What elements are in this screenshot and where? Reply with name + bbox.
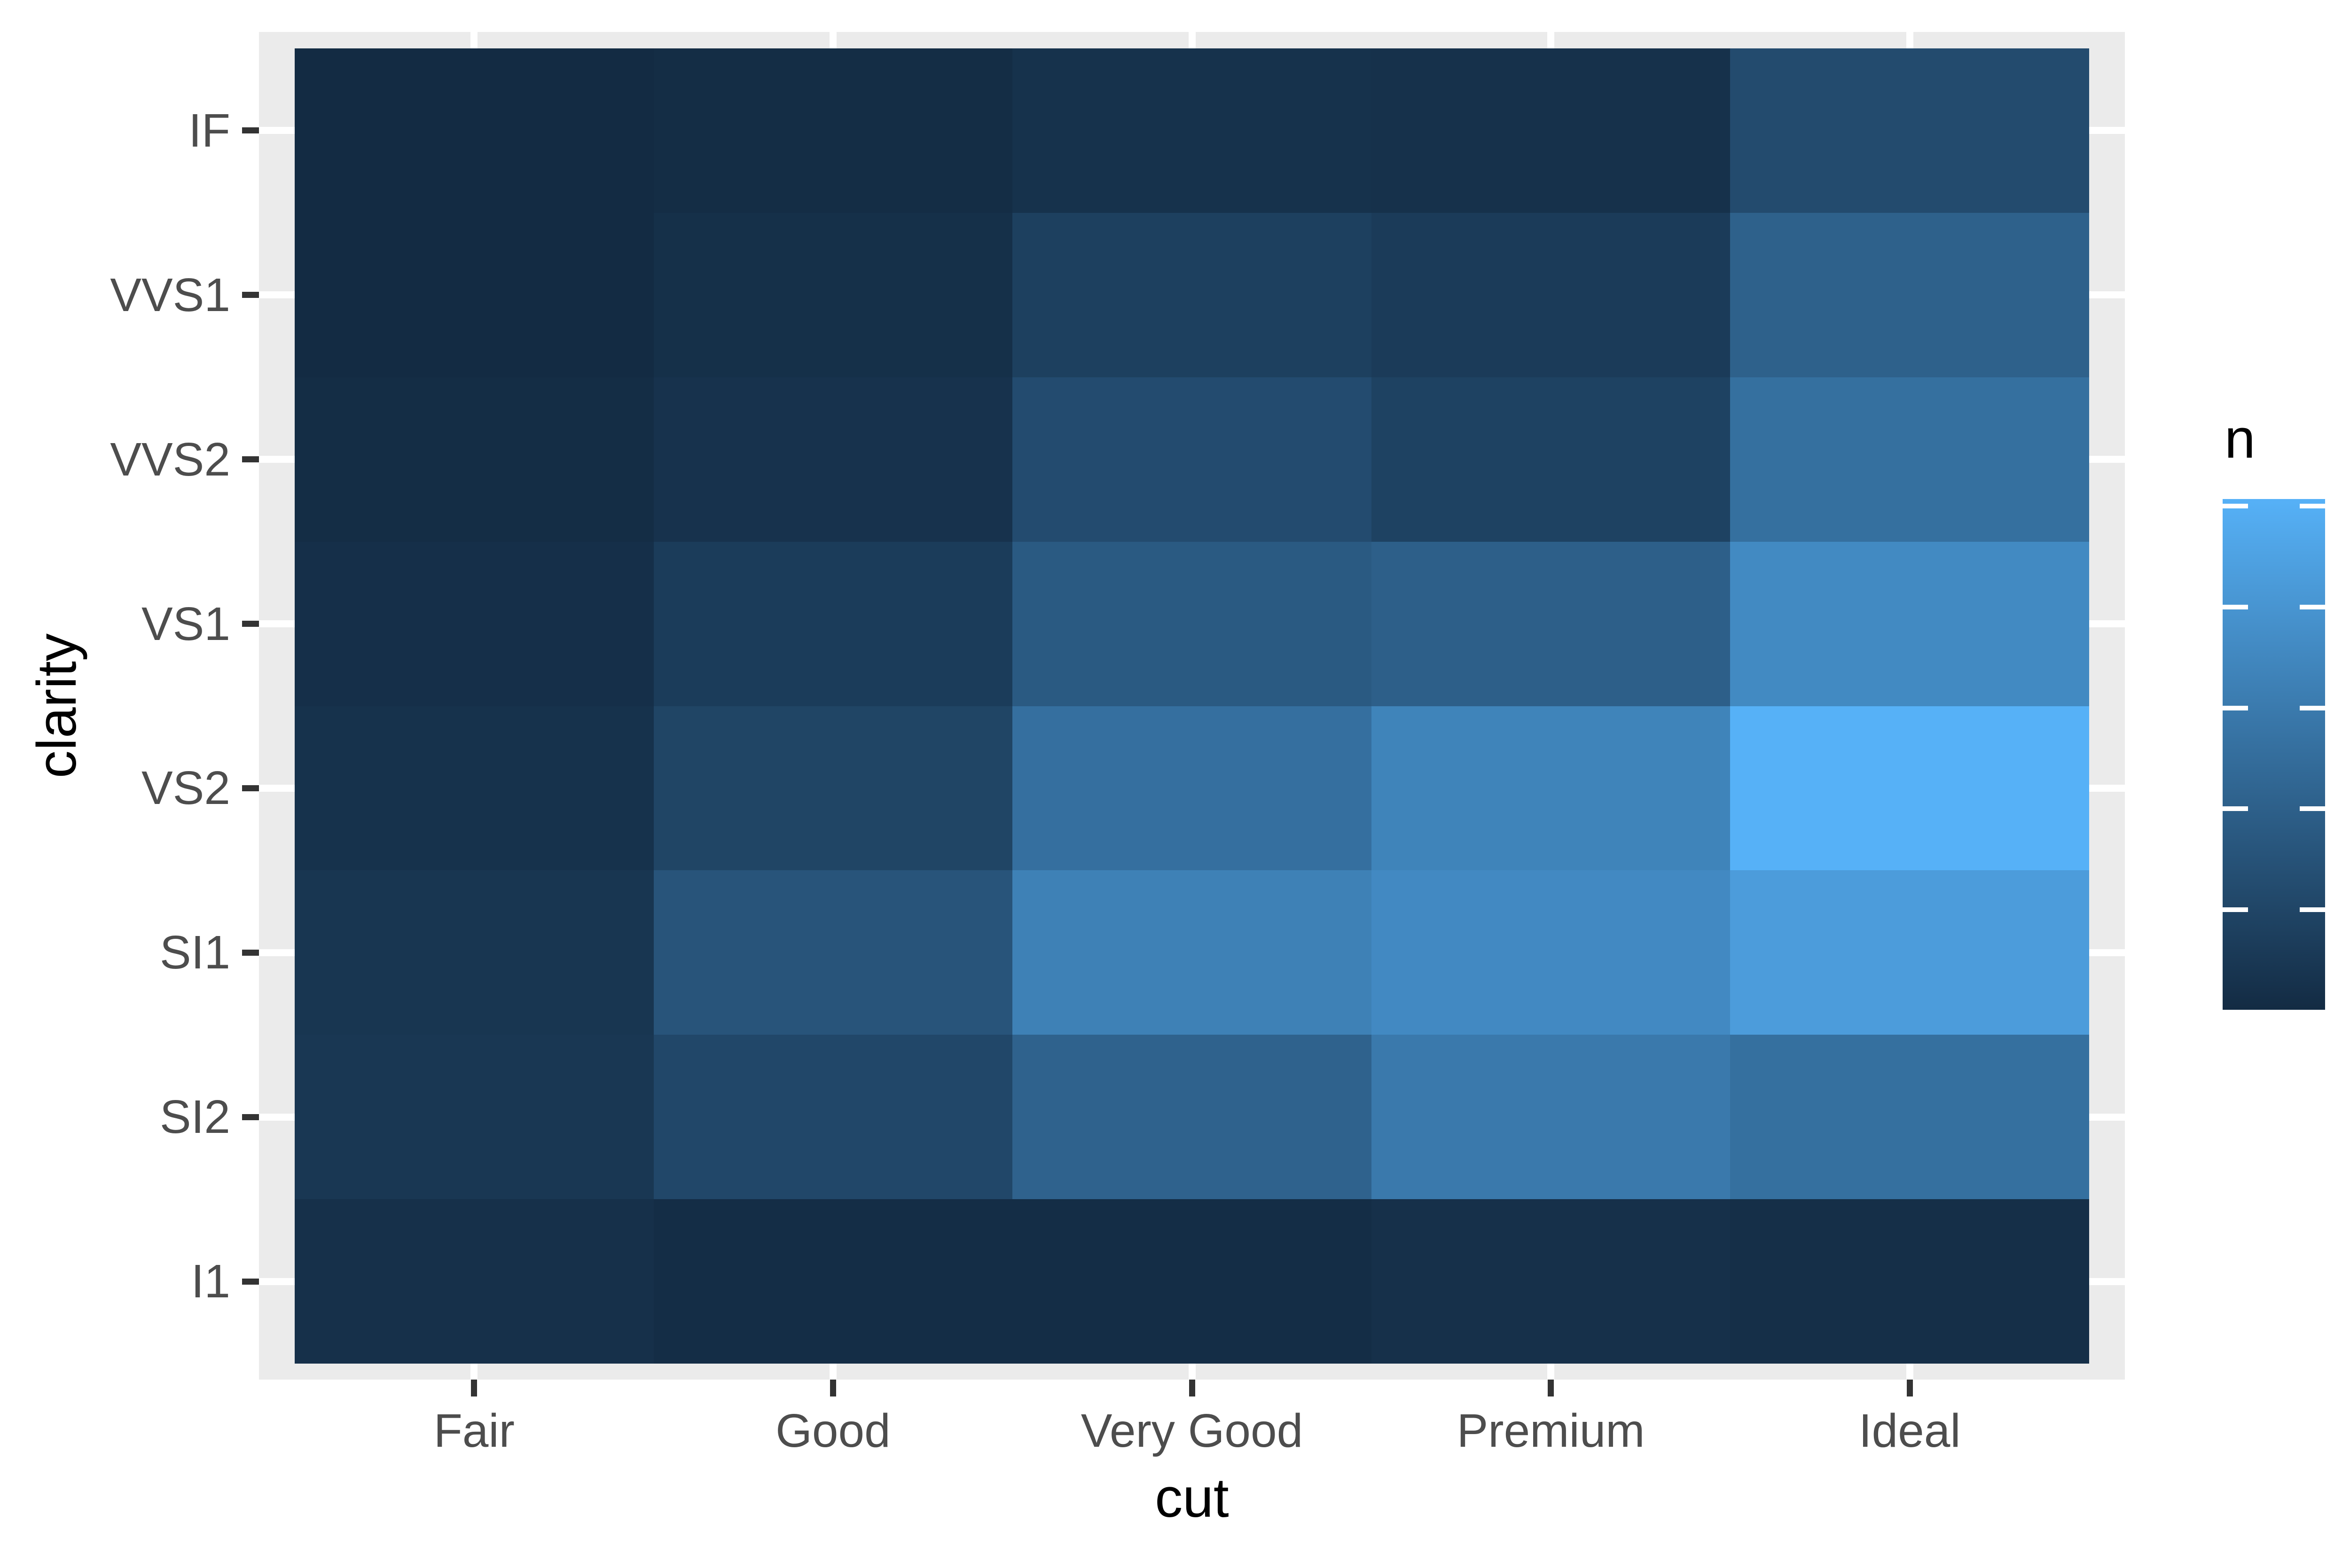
legend-tick-mark	[2300, 806, 2325, 811]
y-tick-label-IF: IF	[188, 104, 230, 157]
tile-SI2-Premium	[1371, 1035, 1731, 1200]
heatmap-tile-grid	[295, 48, 2089, 1364]
legend-tick-mark	[2300, 604, 2325, 609]
y-axis-tick-mark	[242, 1114, 259, 1120]
tile-SI2-Very Good	[1012, 1035, 1371, 1200]
tile-IF-Fair	[295, 48, 654, 213]
y-axis-tick-mark	[242, 785, 259, 791]
y-tick-label-VVS2: VVS2	[110, 433, 230, 486]
x-tick-label-Premium: Premium	[1457, 1404, 1645, 1457]
tile-VS2-Good	[653, 706, 1013, 871]
y-axis-tick-mark	[242, 127, 259, 134]
y-tick-label-SI1: SI1	[159, 926, 230, 979]
tile-SI1-Fair	[295, 870, 654, 1035]
tile-VS1-Very Good	[1012, 541, 1371, 706]
x-tick-label-Very Good: Very Good	[1081, 1404, 1303, 1457]
tile-VS1-Ideal	[1730, 541, 2089, 706]
x-tick-label-Good: Good	[776, 1404, 891, 1457]
legend-colorbar	[2223, 499, 2325, 1010]
x-axis-tick-mark	[1906, 1380, 1913, 1396]
tile-SI1-Ideal	[1730, 870, 2089, 1035]
y-axis-title: clarity	[26, 633, 88, 779]
tile-SI1-Good	[653, 870, 1013, 1035]
x-axis-title: cut	[1155, 1467, 1229, 1529]
tile-VVS2-Very Good	[1012, 377, 1371, 542]
tile-VS1-Good	[653, 541, 1013, 706]
tile-VS2-Premium	[1371, 706, 1731, 871]
x-tick-label-Ideal: Ideal	[1858, 1404, 1961, 1457]
legend-tick-mark	[2223, 705, 2248, 710]
y-axis-tick-mark	[242, 621, 259, 627]
tile-SI1-Very Good	[1012, 870, 1371, 1035]
tile-VS2-Fair	[295, 706, 654, 871]
tile-I1-Very Good	[1012, 1199, 1371, 1364]
tile-I1-Ideal	[1730, 1199, 2089, 1364]
tile-IF-Ideal	[1730, 48, 2089, 213]
y-axis-tick-mark	[242, 292, 259, 298]
tile-VVS1-Fair	[295, 212, 654, 377]
y-axis-tick-mark	[242, 1278, 259, 1285]
legend-tick-mark	[2223, 806, 2248, 811]
y-tick-label-SI2: SI2	[159, 1091, 230, 1144]
tile-VS1-Fair	[295, 541, 654, 706]
x-axis-tick-mark	[1548, 1380, 1554, 1396]
tile-I1-Premium	[1371, 1199, 1731, 1364]
legend-tick-mark	[2300, 705, 2325, 710]
y-tick-label-VS2: VS2	[141, 762, 230, 815]
tile-IF-Premium	[1371, 48, 1731, 213]
legend-tick-mark	[2223, 504, 2248, 509]
tile-VS2-Very Good	[1012, 706, 1371, 871]
tile-SI1-Premium	[1371, 870, 1731, 1035]
x-axis-tick-mark	[1189, 1380, 1195, 1396]
legend-title: n	[2225, 408, 2256, 470]
tile-IF-Good	[653, 48, 1013, 213]
tile-I1-Fair	[295, 1199, 654, 1364]
tile-IF-Very Good	[1012, 48, 1371, 213]
y-tick-label-I1: I1	[191, 1255, 230, 1308]
tile-SI2-Good	[653, 1035, 1013, 1200]
y-tick-label-VVS1: VVS1	[110, 268, 230, 321]
tile-VVS2-Ideal	[1730, 377, 2089, 542]
x-axis-tick-mark	[830, 1380, 836, 1396]
legend-tick-mark	[2223, 907, 2248, 913]
y-axis-tick-mark	[242, 456, 259, 463]
tile-VVS2-Premium	[1371, 377, 1731, 542]
tile-SI2-Ideal	[1730, 1035, 2089, 1200]
tile-VVS2-Fair	[295, 377, 654, 542]
tile-VVS1-Ideal	[1730, 212, 2089, 377]
x-axis-tick-mark	[471, 1380, 478, 1396]
tile-VVS1-Good	[653, 212, 1013, 377]
y-tick-label-VS1: VS1	[141, 597, 230, 650]
tile-VS1-Premium	[1371, 541, 1731, 706]
tile-SI2-Fair	[295, 1035, 654, 1200]
x-tick-label-Fair: Fair	[433, 1404, 515, 1457]
tile-VVS1-Premium	[1371, 212, 1731, 377]
tile-I1-Good	[653, 1199, 1013, 1364]
legend-tick-mark	[2223, 604, 2248, 609]
tile-VVS2-Good	[653, 377, 1013, 542]
tile-VS2-Ideal	[1730, 706, 2089, 871]
legend-tick-mark	[2300, 907, 2325, 913]
y-axis-tick-mark	[242, 949, 259, 956]
tile-VVS1-Very Good	[1012, 212, 1371, 377]
legend-tick-mark	[2300, 504, 2325, 509]
